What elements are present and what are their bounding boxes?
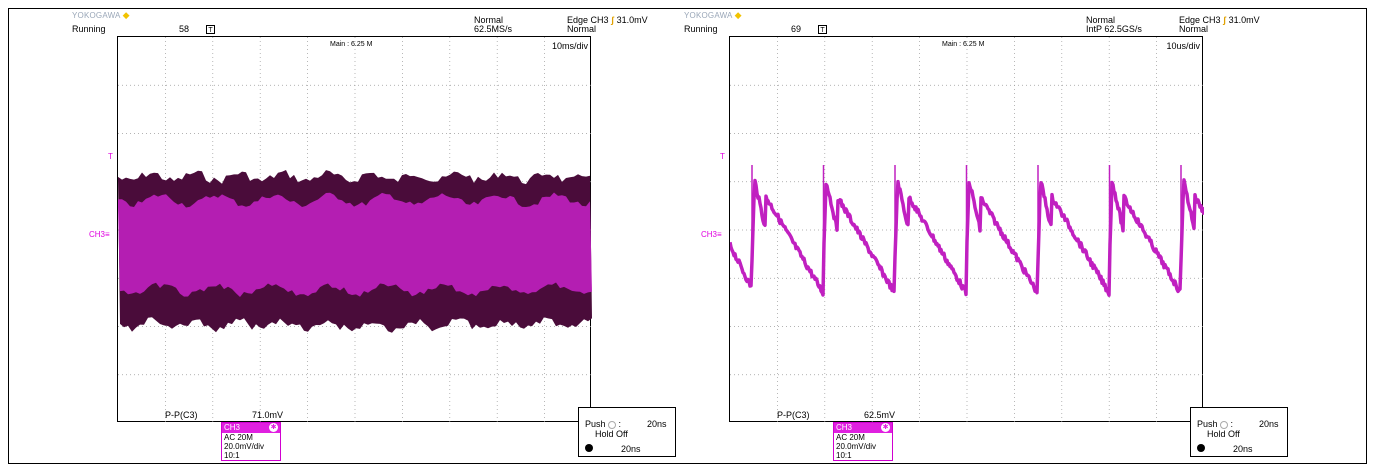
acq-count: 69 (791, 24, 802, 34)
waveform-trace (730, 165, 1204, 297)
channel-ground-marker[interactable]: CH3≡ (89, 230, 110, 239)
push-label: Push (1197, 419, 1218, 429)
measure-value: 62.5mV (864, 410, 896, 420)
knob-icon[interactable] (1220, 420, 1229, 429)
timebase: 10us/div (1166, 41, 1200, 51)
trigger-level-marker[interactable]: T (108, 152, 113, 161)
brand-logo: YOKOGAWA ◆ (684, 10, 742, 20)
measure-label: P-P(C3) (165, 410, 198, 420)
main-label: Main : 6.25 M (330, 41, 373, 48)
timebase: 10ms/div (551, 41, 588, 51)
channel-header: CH3 ✱ (222, 423, 280, 433)
status-text: Running (72, 24, 106, 34)
hold-off-value-2: 20ns (1233, 444, 1253, 454)
trigger-mode: Normal (1179, 24, 1209, 34)
hold-off-value-2: 20ns (621, 444, 641, 454)
channel-info-box[interactable]: CH3 ✱ AC 20M 20.0mV/div 10:1 (221, 422, 281, 461)
measure-value: 71.0mV (252, 410, 284, 420)
waveform-grid[interactable]: Main : 6.25 M 10us/div (729, 36, 1204, 423)
waveform-grid[interactable]: Main : 6.25 M 10ms/div (117, 36, 592, 423)
trigger-level-marker[interactable]: T (720, 152, 725, 161)
trigger-position-icon[interactable]: T (818, 24, 827, 34)
vertical-scale: 20.0mV/div (836, 442, 877, 451)
main-label: Main : 6.25 M (942, 41, 985, 48)
waveform-trace (118, 170, 592, 333)
scope-right: YOKOGAWA ◆ Running 69 T Normal IntP 62.5G… (684, 8, 1288, 461)
trigger-info: Edge CH3 ʃ 31.0mV (567, 15, 648, 25)
record-dot-icon (585, 444, 593, 452)
knob-icon[interactable] (608, 420, 617, 429)
hold-off-label: Hold Off (595, 429, 628, 439)
status-text: Running (684, 24, 718, 34)
scope-left: YOKOGAWA ◆ Running 58 T Normal 62.5MS/s E… (72, 8, 676, 461)
channel-header: CH3 ✱ (834, 423, 892, 433)
brand-logo: YOKOGAWA ◆ (72, 10, 130, 20)
record-dot-icon (1197, 444, 1205, 452)
coupling: AC 20M (224, 433, 253, 442)
edge-icon: ʃ (611, 15, 615, 25)
acq-count: 58 (179, 24, 190, 34)
probe-ratio: 10:1 (224, 451, 240, 460)
hold-off-box[interactable]: Push : 20ns Hold Off 20ns (578, 407, 676, 457)
probe-ratio: 10:1 (836, 451, 852, 460)
acq-mode: Normal (1086, 15, 1116, 25)
edge-icon: ʃ (1223, 15, 1227, 25)
coupling: AC 20M (836, 433, 865, 442)
sample-rate: 62.5MS/s (474, 24, 513, 34)
hold-off-label: Hold Off (1207, 429, 1240, 439)
trigger-position-icon[interactable]: T (206, 24, 215, 34)
hold-off-box[interactable]: Push : 20ns Hold Off 20ns (1190, 407, 1288, 457)
push-label: Push (585, 419, 606, 429)
measure-label: P-P(C3) (777, 410, 810, 420)
trigger-mode: Normal (567, 24, 597, 34)
hold-off-value: 20ns (1259, 419, 1279, 429)
settings-icon[interactable]: ✱ (881, 423, 890, 432)
trigger-info: Edge CH3 ʃ 31.0mV (1179, 15, 1260, 25)
sample-rate: IntP 62.5GS/s (1086, 24, 1142, 34)
vertical-scale: 20.0mV/div (224, 442, 265, 451)
acq-mode: Normal (474, 15, 504, 25)
channel-info-box[interactable]: CH3 ✱ AC 20M 20.0mV/div 10:1 (833, 422, 893, 461)
settings-icon[interactable]: ✱ (269, 423, 278, 432)
hold-off-value: 20ns (647, 419, 667, 429)
channel-ground-marker[interactable]: CH3≡ (701, 230, 722, 239)
